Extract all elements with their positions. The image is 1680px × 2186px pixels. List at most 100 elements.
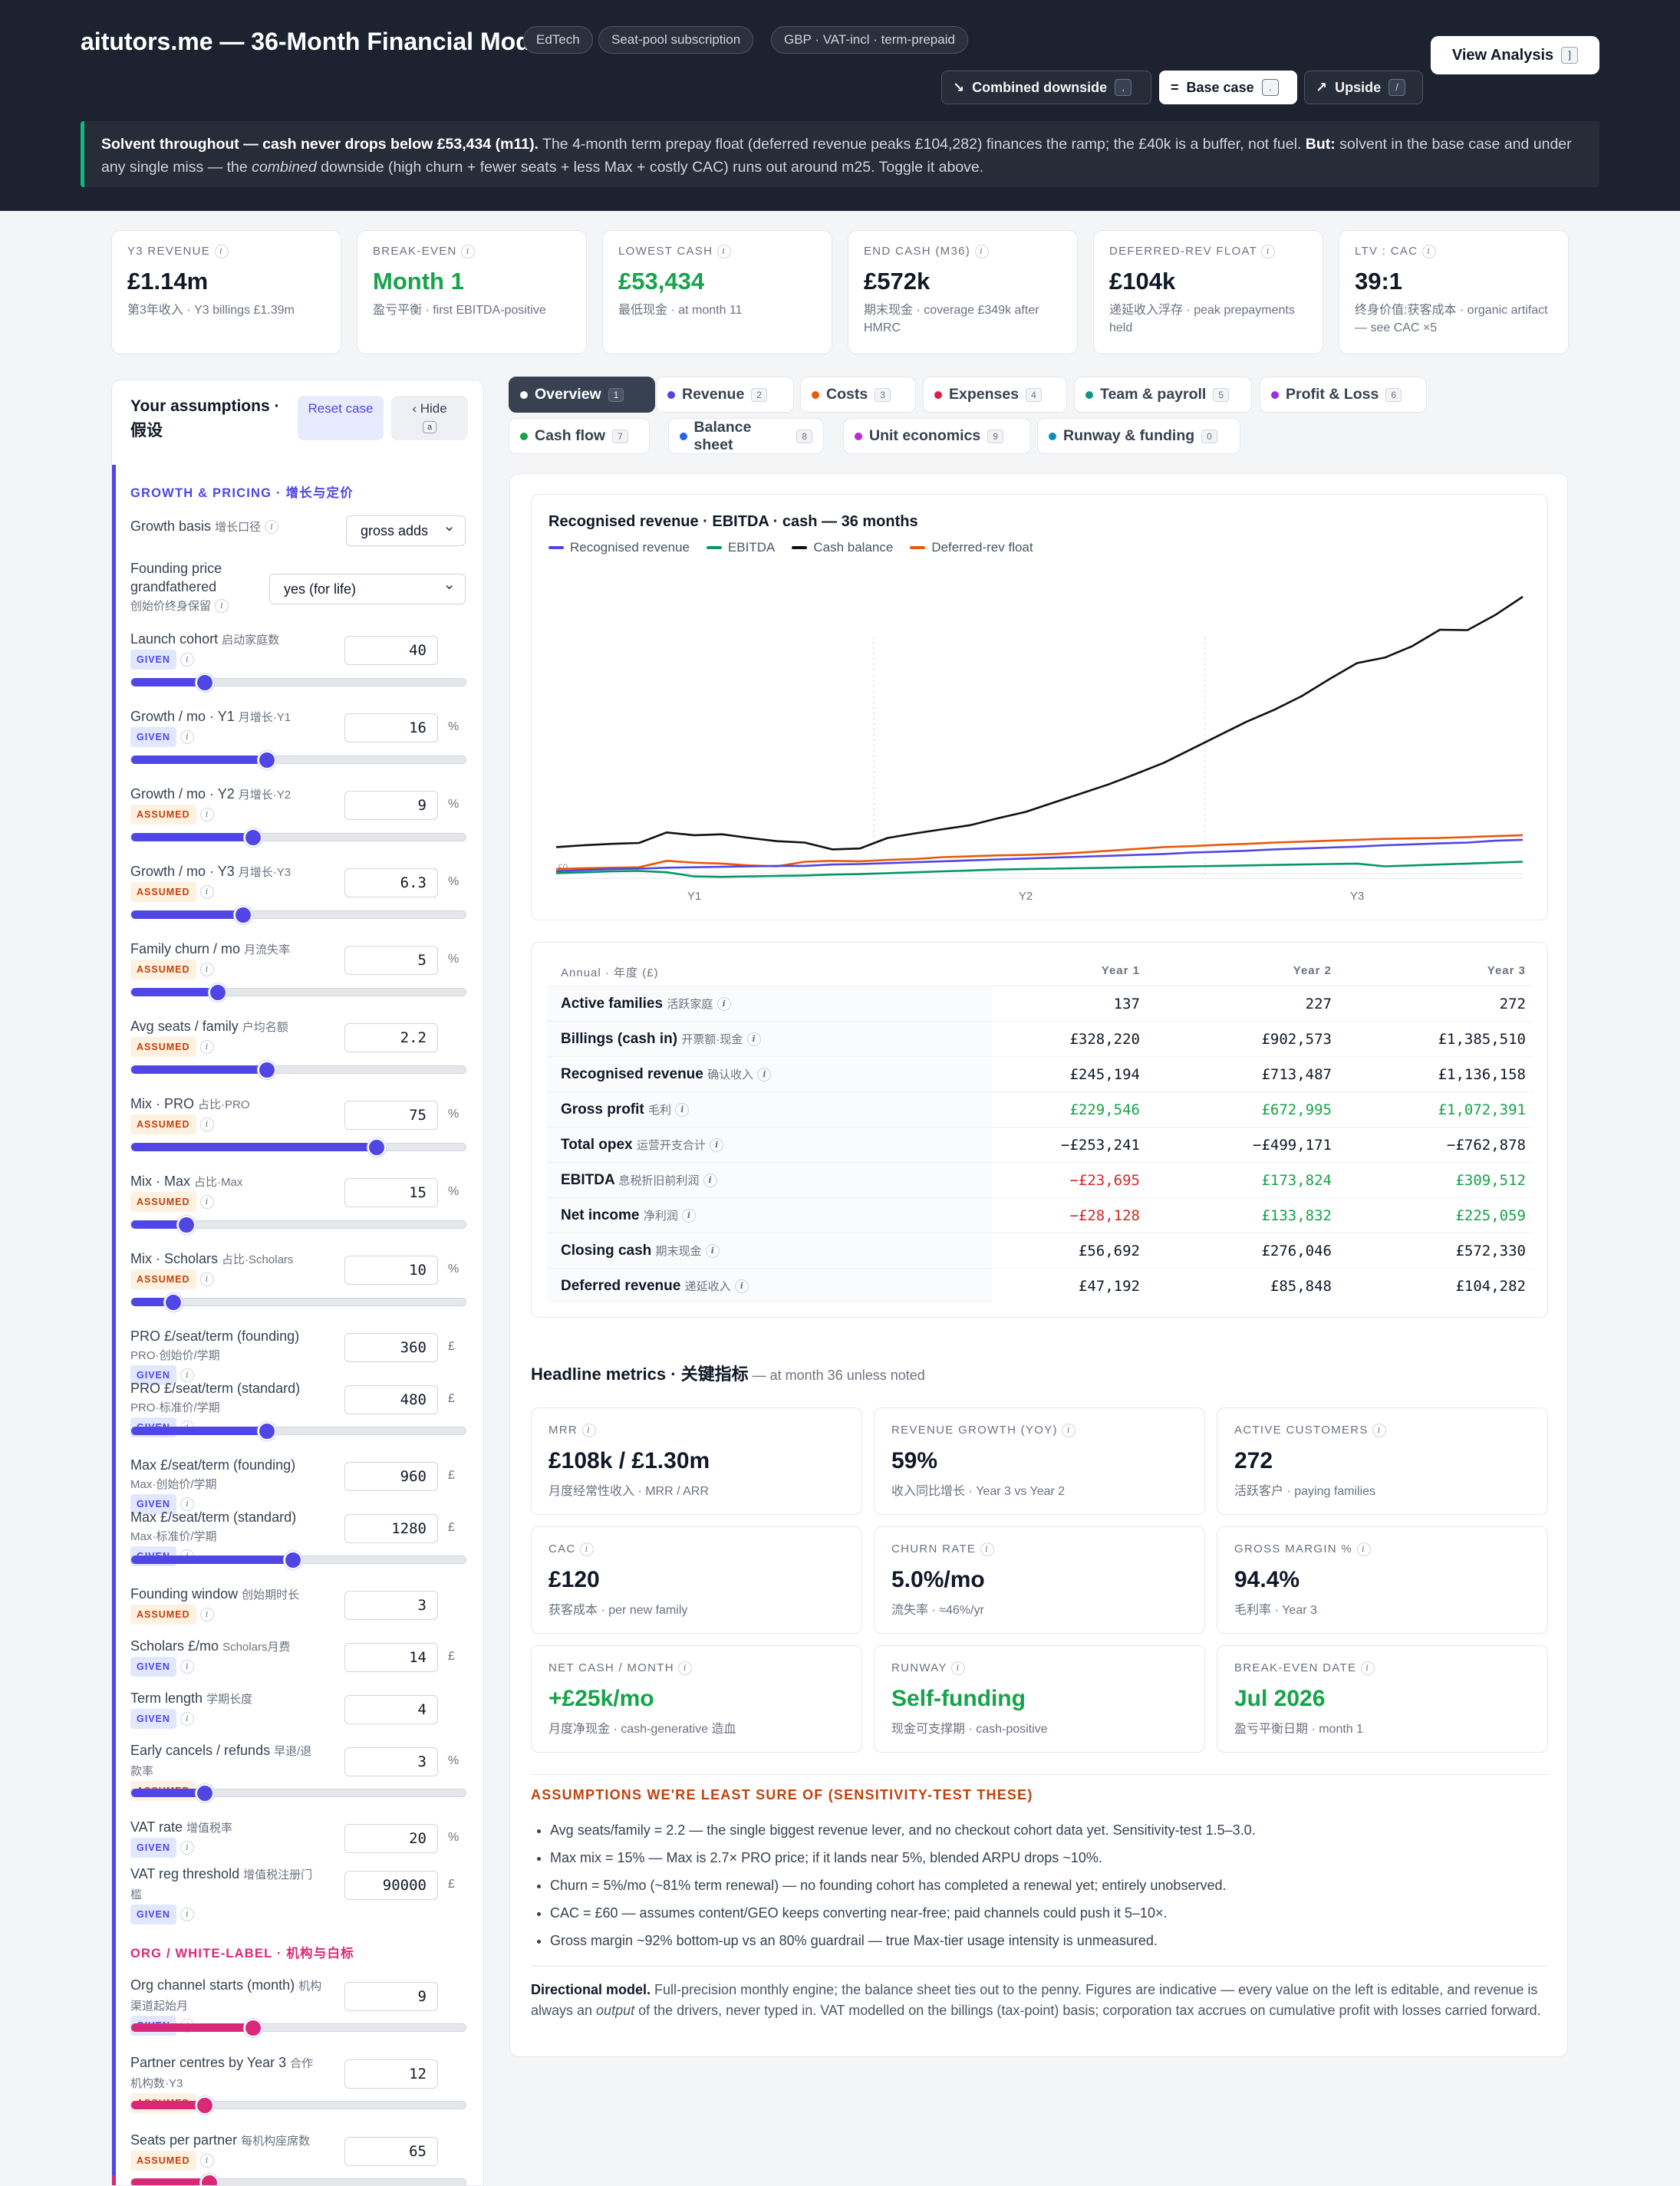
slider-handle[interactable] <box>195 2096 214 2115</box>
info-icon[interactable]: i <box>703 1173 717 1187</box>
slider-track[interactable] <box>130 2174 466 2185</box>
number-input[interactable]: 960 <box>344 1462 438 1491</box>
info-icon[interactable]: i <box>199 963 214 977</box>
slider-track[interactable] <box>130 828 466 847</box>
slider-track[interactable] <box>130 1138 466 1157</box>
slider-track[interactable] <box>130 751 466 769</box>
slider-track[interactable] <box>130 673 466 692</box>
slider-handle[interactable] <box>163 1293 183 1312</box>
info-icon[interactable]: i <box>180 1712 194 1727</box>
slider-track[interactable] <box>130 1422 466 1440</box>
info-icon[interactable]: i <box>180 653 194 667</box>
tab-profit-loss[interactable]: Profit & Loss 6 <box>1260 377 1427 413</box>
number-input[interactable]: 16 <box>344 713 438 742</box>
number-input[interactable]: 75 <box>344 1101 438 1130</box>
number-input[interactable]: 14 <box>344 1643 438 1672</box>
number-input[interactable]: 360 <box>344 1333 438 1362</box>
info-icon[interactable]: i <box>716 996 731 1011</box>
info-icon[interactable]: i <box>980 1542 994 1557</box>
hide-sidebar-button[interactable]: ‹ Hide a <box>391 396 468 440</box>
slider-track[interactable] <box>130 1784 466 1802</box>
scenario-base-case-button[interactable]: = Base case. <box>1159 71 1297 104</box>
number-input[interactable]: 5 <box>344 946 438 975</box>
number-input[interactable]: 3 <box>344 1591 438 1620</box>
slider-track[interactable] <box>130 983 466 1002</box>
info-icon[interactable]: i <box>180 730 194 745</box>
info-icon[interactable]: i <box>214 245 229 259</box>
number-input[interactable]: 9 <box>344 791 438 820</box>
info-icon[interactable]: i <box>199 1272 214 1287</box>
info-icon[interactable]: i <box>180 1368 194 1383</box>
slider-handle[interactable] <box>257 1061 276 1079</box>
tab-costs[interactable]: Costs 3 <box>800 377 916 413</box>
scenario-upside-button[interactable]: ↗ Upside / <box>1304 71 1423 104</box>
select-dropdown[interactable]: gross adds <box>346 512 466 546</box>
info-icon[interactable]: i <box>1372 1424 1387 1438</box>
info-icon[interactable]: i <box>678 1661 693 1676</box>
info-icon[interactable]: i <box>716 245 731 259</box>
number-input[interactable]: 480 <box>344 1385 438 1414</box>
info-icon[interactable]: i <box>581 1424 596 1438</box>
info-icon[interactable]: i <box>580 1542 595 1557</box>
info-icon[interactable]: i <box>1261 245 1276 259</box>
slider-track[interactable] <box>130 2096 466 2115</box>
info-icon[interactable]: i <box>199 808 214 822</box>
slider-handle[interactable] <box>195 673 214 692</box>
info-icon[interactable]: i <box>951 1661 965 1676</box>
number-input[interactable]: 4 <box>344 1695 438 1724</box>
info-icon[interactable]: i <box>265 520 279 535</box>
info-icon[interactable]: i <box>199 1118 214 1132</box>
info-icon[interactable]: i <box>974 245 989 259</box>
number-input[interactable]: 12 <box>344 2059 438 2089</box>
number-input[interactable]: 10 <box>344 1256 438 1285</box>
view-analysis-button[interactable]: View Analysis] <box>1431 36 1599 74</box>
info-icon[interactable]: i <box>757 1067 772 1081</box>
info-icon[interactable]: i <box>180 1841 194 1855</box>
slider-handle[interactable] <box>257 1422 276 1440</box>
tab-revenue[interactable]: Revenue 2 <box>656 377 794 413</box>
info-icon[interactable]: i <box>1062 1424 1076 1438</box>
info-icon[interactable]: i <box>215 599 229 614</box>
slider-track[interactable] <box>130 906 466 924</box>
info-icon[interactable]: i <box>180 1497 194 1512</box>
info-icon[interactable]: i <box>734 1279 749 1293</box>
tab-runway-funding[interactable]: Runway & funding 0 <box>1037 418 1240 454</box>
slider-handle[interactable] <box>257 751 276 769</box>
info-icon[interactable]: i <box>710 1137 724 1152</box>
slider-handle[interactable] <box>284 1551 303 1569</box>
reset-case-button[interactable]: Reset case <box>298 396 384 440</box>
info-icon[interactable]: i <box>682 1208 696 1223</box>
slider-handle[interactable] <box>234 906 253 924</box>
tab-unit-economics[interactable]: Unit economics 9 <box>843 418 1031 454</box>
slider-track[interactable] <box>130 2019 466 2037</box>
info-icon[interactable]: i <box>675 1102 690 1117</box>
number-input[interactable]: 20 <box>344 1824 438 1853</box>
info-icon[interactable]: i <box>746 1032 761 1046</box>
slider-handle[interactable] <box>367 1138 387 1157</box>
slider-handle[interactable] <box>209 983 228 1002</box>
slider-track[interactable] <box>130 1551 466 1569</box>
select-dropdown[interactable]: yes (for life) <box>269 570 466 604</box>
number-input[interactable]: 9 <box>344 1982 438 2011</box>
info-icon[interactable]: i <box>1421 245 1436 259</box>
info-icon[interactable]: i <box>705 1243 720 1258</box>
info-icon[interactable]: i <box>461 245 476 259</box>
info-icon[interactable]: i <box>180 1660 194 1674</box>
info-icon[interactable]: i <box>199 1608 214 1622</box>
info-icon[interactable]: i <box>1356 1542 1371 1557</box>
number-input[interactable]: 2.2 <box>344 1023 438 1052</box>
slider-handle[interactable] <box>244 828 263 847</box>
tab-overview[interactable]: Overview 1 <box>509 377 655 413</box>
info-icon[interactable]: i <box>1360 1661 1375 1676</box>
info-icon[interactable]: i <box>199 2154 214 2168</box>
slider-track[interactable] <box>130 1293 466 1312</box>
info-icon[interactable]: i <box>199 1040 214 1055</box>
tab-cash-flow[interactable]: Cash flow 7 <box>509 418 650 454</box>
number-input[interactable]: 3 <box>344 1747 438 1776</box>
tab-team-payroll[interactable]: Team & payroll 5 <box>1074 377 1252 413</box>
info-icon[interactable]: i <box>199 885 214 900</box>
slider-handle[interactable] <box>200 2174 219 2185</box>
slider-track[interactable] <box>130 1061 466 1079</box>
number-input[interactable]: 90000 <box>344 1871 438 1900</box>
number-input[interactable]: 6.3 <box>344 868 438 897</box>
